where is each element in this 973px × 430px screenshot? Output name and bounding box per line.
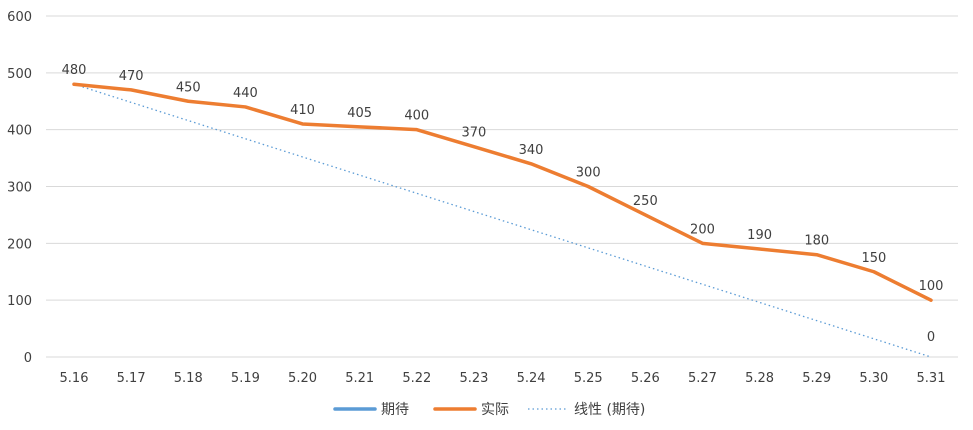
- data-label-actual: 470: [119, 69, 144, 84]
- data-label-actual: 300: [576, 166, 601, 181]
- x-tick-label: 5.31: [917, 371, 946, 386]
- legend-label-1: 实际: [481, 402, 509, 418]
- y-tick-label: 400: [7, 124, 32, 139]
- y-tick-label: 600: [7, 10, 32, 25]
- y-tick-label: 0: [24, 351, 32, 366]
- x-tick-label: 5.16: [60, 371, 89, 386]
- legend-label-2: 线性 (期待): [574, 402, 645, 418]
- x-tick-label: 5.21: [345, 371, 374, 386]
- gridlines: [46, 15, 958, 358]
- x-tick-label: 5.17: [117, 371, 146, 386]
- x-tick-label: 5.30: [859, 371, 888, 386]
- x-tick-label: 5.22: [402, 371, 431, 386]
- data-label-expected: 0: [927, 330, 935, 345]
- series-line-1: [72, 82, 933, 302]
- y-tick-label: 300: [7, 181, 32, 196]
- x-tick-label: 5.23: [459, 371, 488, 386]
- y-axis: 0 100 200 300 400 500 600: [7, 10, 32, 366]
- data-label-actual: 200: [690, 222, 715, 237]
- data-label-actual: 340: [519, 143, 544, 158]
- data-label-actual: 440: [233, 86, 258, 101]
- x-tick-label: 5.27: [688, 371, 717, 386]
- data-label-actual: 405: [347, 106, 372, 121]
- x-axis: 5.16 5.17 5.18 5.19 5.20 5.21 5.22 5.23 5.24 5.25…: [60, 371, 946, 386]
- data-label-actual: 250: [633, 194, 658, 209]
- x-tick-label: 5.24: [517, 371, 546, 386]
- x-tick-label: 5.26: [631, 371, 660, 386]
- x-tick-label: 5.29: [802, 371, 831, 386]
- x-tick-label: 5.19: [231, 371, 260, 386]
- legend: 期待 实际 线性 (期待): [333, 402, 645, 418]
- data-label-actual: 100: [919, 279, 944, 294]
- data-labels: 480 470 450 440 410 405 400 370 340 300 250 200 190 1…: [62, 63, 944, 345]
- y-tick-label: 100: [7, 294, 32, 309]
- data-label-actual: 150: [861, 251, 886, 266]
- data-label-actual: 370: [462, 126, 487, 141]
- data-label-actual: 400: [404, 109, 429, 124]
- x-tick-label: 5.18: [174, 371, 203, 386]
- legend-label-0: 期待: [381, 402, 409, 418]
- data-label-actual: 180: [804, 234, 829, 249]
- data-label-actual: 410: [290, 103, 315, 118]
- series-line-2: [73, 83, 932, 358]
- y-tick-label: 200: [7, 237, 32, 252]
- series: [72, 82, 933, 358]
- x-tick-label: 5.25: [574, 371, 603, 386]
- data-label-actual: 190: [747, 228, 772, 243]
- x-tick-label: 5.28: [745, 371, 774, 386]
- data-label-actual: 450: [176, 80, 201, 95]
- y-tick-label: 500: [7, 67, 32, 82]
- x-tick-label: 5.20: [288, 371, 317, 386]
- data-label-actual: 480: [62, 63, 87, 78]
